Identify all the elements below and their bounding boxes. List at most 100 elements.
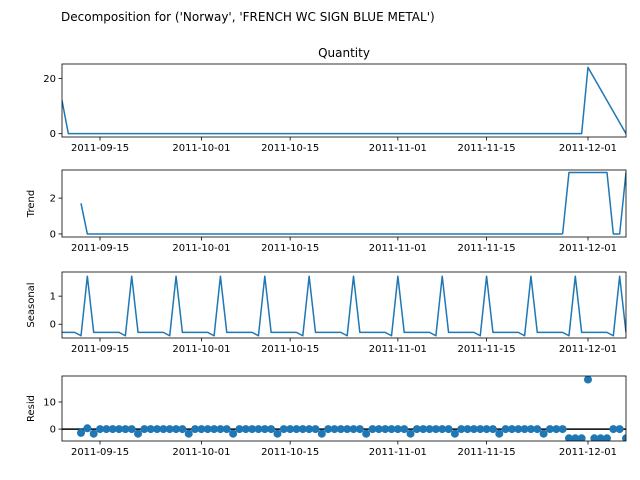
resid-point <box>583 376 592 384</box>
y-tick-label: 2 <box>50 194 56 205</box>
resid-point <box>191 425 200 434</box>
resid-point <box>457 425 466 434</box>
x-tick-label: 2011-10-01 <box>172 447 230 458</box>
resid-point <box>343 425 352 434</box>
resid-point <box>89 429 98 438</box>
resid-point <box>102 425 111 434</box>
x-tick-label: 2011-11-15 <box>458 143 516 154</box>
resid-point <box>210 425 219 434</box>
resid-point <box>197 425 206 434</box>
resid-point <box>355 425 364 434</box>
resid-point <box>450 429 459 438</box>
resid-point <box>165 425 174 434</box>
y-tick-label: 1 <box>50 292 56 303</box>
resid-point <box>406 429 415 438</box>
resid-point <box>469 425 478 434</box>
resid-point <box>292 425 301 434</box>
resid-point <box>444 425 453 434</box>
x-tick-label: 2011-10-01 <box>172 243 230 254</box>
resid-point <box>140 425 149 434</box>
resid-point <box>425 425 434 434</box>
x-tick-label: 2011-12-01 <box>559 447 617 458</box>
resid-point <box>368 425 377 434</box>
resid-point <box>393 425 402 434</box>
panel-trend: 0 2 2011-09-15 2011-10-01 2011-10-15 2011-11-… <box>26 169 627 254</box>
panel-seasonal: 0 1 2011-09-15 2011-10-01 2011-10-15 2011-11-… <box>26 271 627 355</box>
resid-point <box>400 425 409 434</box>
y-axis-label: Trend <box>26 190 37 218</box>
resid-point <box>267 425 276 434</box>
resid-point <box>590 434 599 441</box>
resid-point <box>615 425 624 434</box>
resid-point <box>260 425 269 434</box>
x-tick-label: 2011-11-01 <box>369 243 427 254</box>
resid-point <box>539 429 548 438</box>
resid-point <box>248 425 257 434</box>
resid-point <box>184 429 193 438</box>
y-tick-label: 0 <box>50 320 56 331</box>
resid-point <box>115 425 124 434</box>
resid-point <box>488 425 497 434</box>
resid-point <box>216 425 225 434</box>
resid-point <box>172 425 181 434</box>
x-tick-label: 2011-11-15 <box>458 243 516 254</box>
resid-point <box>495 429 504 438</box>
resid-point <box>159 425 168 434</box>
resid-point <box>298 425 307 434</box>
resid-point <box>222 425 231 434</box>
resid-point <box>558 425 567 434</box>
panel-resid: 0 10 2011-09-15 2011-10-01 2011-10-15 2011-11… <box>26 375 627 458</box>
resid-point <box>336 425 345 434</box>
resid-point <box>286 425 295 434</box>
resid-point <box>178 425 187 434</box>
resid-point <box>77 428 86 437</box>
resid-point <box>134 429 143 438</box>
x-tick-label: 2011-12-01 <box>559 243 617 254</box>
resid-point <box>229 429 238 438</box>
resid-point <box>526 425 535 434</box>
resid-point <box>241 425 250 434</box>
resid-point <box>419 425 428 434</box>
x-tick-label: 2011-10-15 <box>261 344 319 355</box>
resid-point <box>412 425 421 434</box>
y-tick-label: 0 <box>50 425 56 436</box>
x-tick-label: 2011-11-15 <box>458 447 516 458</box>
x-tick-label: 2011-11-01 <box>369 344 427 355</box>
resid-point <box>482 425 491 434</box>
x-tick-label: 2011-11-01 <box>369 447 427 458</box>
y-axis-label: Resid <box>26 395 37 422</box>
y-tick-label: 0 <box>50 129 56 140</box>
resid-point <box>254 425 263 434</box>
resid-point <box>273 429 282 438</box>
resid-point <box>463 425 472 434</box>
resid-point <box>476 425 485 434</box>
resid-point <box>374 425 383 434</box>
axes-frame <box>61 169 627 238</box>
figure-suptitle: Decomposition for ('Norway', 'FRENCH WC … <box>61 10 435 24</box>
resid-point <box>431 425 440 434</box>
series-line <box>80 203 563 235</box>
resid-point <box>438 425 447 434</box>
resid-point <box>146 425 155 434</box>
axes-frame <box>61 375 627 442</box>
axes-frame <box>61 63 627 138</box>
plot-area <box>62 66 626 135</box>
x-tick-label: 2011-12-01 <box>559 344 617 355</box>
resid-point <box>381 425 390 434</box>
resid-point <box>305 425 314 434</box>
panel-quantity: 0 20 2011-09-15 2011-10-01 2011-10-15 2011-11… <box>43 46 627 154</box>
x-tick-label: 2011-09-15 <box>71 344 129 355</box>
resid-point <box>507 425 516 434</box>
x-tick-label: 2011-10-15 <box>261 143 319 154</box>
x-tick-label: 2011-09-15 <box>71 143 129 154</box>
resid-point <box>571 434 580 441</box>
resid-point <box>520 425 529 434</box>
x-tick-label: 2011-10-01 <box>172 143 230 154</box>
resid-point <box>324 425 333 434</box>
resid-point <box>153 425 162 434</box>
x-tick-label: 2011-10-01 <box>172 344 230 355</box>
resid-point <box>362 429 371 438</box>
series-line <box>561 171 626 235</box>
